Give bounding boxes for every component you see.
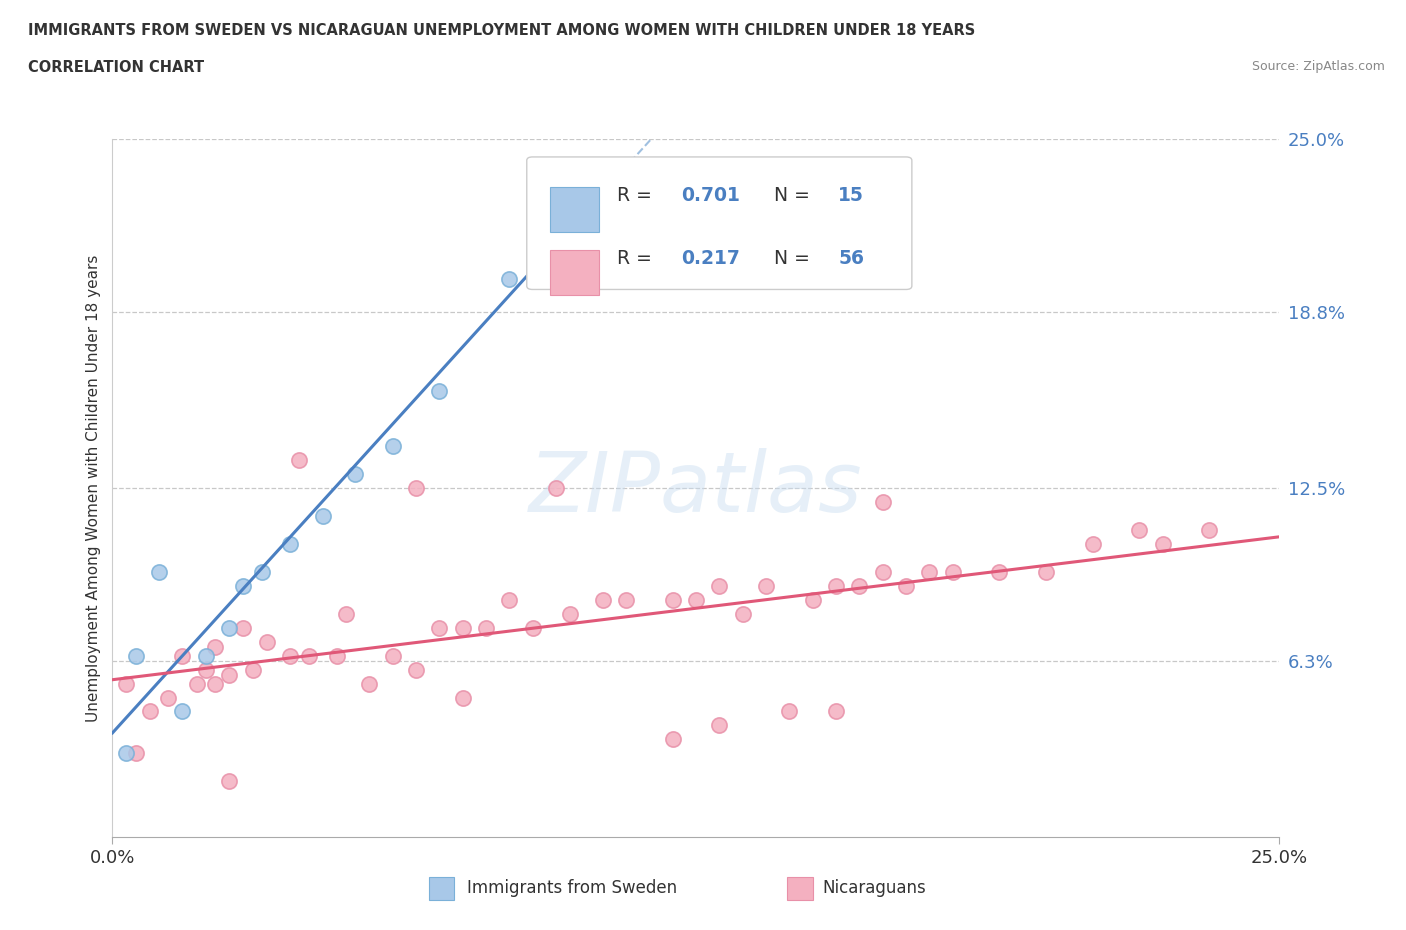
Point — [872, 565, 894, 579]
Point — [194, 662, 217, 677]
Point — [894, 578, 917, 593]
Point — [232, 578, 254, 593]
Point — [172, 648, 194, 663]
Point — [709, 578, 731, 593]
Text: IMMIGRANTS FROM SWEDEN VS NICARAGUAN UNEMPLOYMENT AMONG WOMEN WITH CHILDREN UNDE: IMMIGRANTS FROM SWEDEN VS NICARAGUAN UNE… — [28, 23, 976, 38]
Point — [1081, 537, 1104, 551]
Point — [592, 592, 614, 607]
Point — [218, 620, 240, 635]
Point — [801, 592, 824, 607]
Text: R =: R = — [617, 248, 658, 268]
Text: Immigrants from Sweden: Immigrants from Sweden — [467, 879, 676, 897]
Point — [825, 704, 848, 719]
Point — [194, 648, 217, 663]
Point — [1152, 537, 1174, 551]
Point — [344, 467, 367, 482]
Point — [451, 620, 474, 635]
Point — [685, 592, 707, 607]
Point — [204, 640, 226, 655]
Point — [115, 676, 138, 691]
Text: ZIPatlas: ZIPatlas — [529, 447, 863, 529]
Point — [1035, 565, 1057, 579]
Point — [335, 606, 357, 621]
Point — [232, 620, 254, 635]
Point — [544, 481, 567, 496]
Point — [661, 732, 683, 747]
Point — [1198, 523, 1220, 538]
Point — [250, 565, 273, 579]
Point — [427, 620, 450, 635]
Point — [848, 578, 870, 593]
FancyBboxPatch shape — [527, 157, 912, 289]
FancyBboxPatch shape — [550, 188, 599, 232]
Text: 0.217: 0.217 — [681, 248, 740, 268]
Point — [1128, 523, 1150, 538]
Point — [288, 453, 311, 468]
Point — [405, 662, 427, 677]
Point — [405, 481, 427, 496]
Point — [451, 690, 474, 705]
Point — [498, 592, 520, 607]
Point — [359, 676, 381, 691]
Point — [218, 668, 240, 683]
Point — [278, 537, 301, 551]
Point — [242, 662, 264, 677]
Point — [614, 592, 637, 607]
FancyBboxPatch shape — [550, 250, 599, 295]
Text: 56: 56 — [838, 248, 865, 268]
Point — [825, 578, 848, 593]
Point — [558, 606, 581, 621]
Text: N =: N = — [775, 248, 815, 268]
Point — [256, 634, 278, 649]
Text: N =: N = — [775, 186, 815, 205]
Point — [872, 495, 894, 510]
Point — [148, 565, 170, 579]
Point — [125, 648, 148, 663]
Point — [731, 606, 754, 621]
Point — [755, 578, 778, 593]
Point — [204, 676, 226, 691]
Point — [918, 565, 941, 579]
Point — [544, 202, 567, 217]
Point — [311, 509, 333, 524]
Point — [942, 565, 965, 579]
Point — [139, 704, 162, 719]
Point — [172, 704, 194, 719]
Point — [381, 648, 404, 663]
Point — [661, 592, 683, 607]
Text: 0.701: 0.701 — [681, 186, 740, 205]
Point — [325, 648, 347, 663]
Point — [381, 439, 404, 454]
Text: 15: 15 — [838, 186, 865, 205]
Point — [427, 383, 450, 398]
Point — [115, 746, 138, 761]
Point — [778, 704, 800, 719]
Point — [709, 718, 731, 733]
Point — [297, 648, 319, 663]
Point — [157, 690, 180, 705]
Text: Nicaraguans: Nicaraguans — [823, 879, 927, 897]
Text: Source: ZipAtlas.com: Source: ZipAtlas.com — [1251, 60, 1385, 73]
Point — [522, 620, 544, 635]
Text: R =: R = — [617, 186, 658, 205]
Point — [186, 676, 208, 691]
Text: CORRELATION CHART: CORRELATION CHART — [28, 60, 204, 75]
Point — [125, 746, 148, 761]
Point — [278, 648, 301, 663]
Point — [218, 774, 240, 789]
Point — [475, 620, 498, 635]
Y-axis label: Unemployment Among Women with Children Under 18 years: Unemployment Among Women with Children U… — [86, 255, 101, 722]
Point — [988, 565, 1011, 579]
Point — [498, 272, 520, 286]
